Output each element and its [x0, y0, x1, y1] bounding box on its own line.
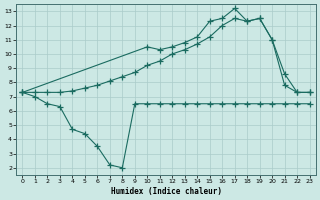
X-axis label: Humidex (Indice chaleur): Humidex (Indice chaleur) — [110, 187, 221, 196]
